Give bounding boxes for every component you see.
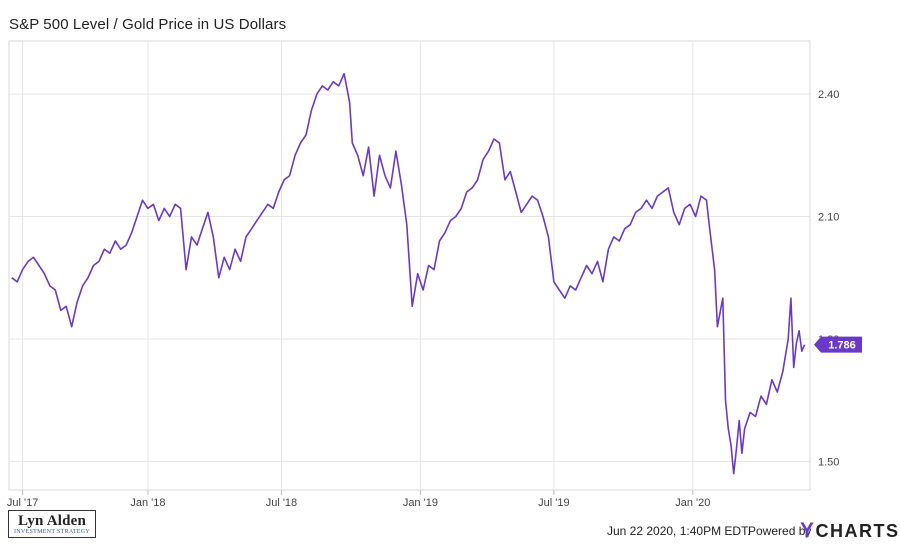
logo-subtitle: INVESTMENT STRATEGY [13, 529, 91, 535]
x-tick-label: Jul '18 [266, 497, 297, 509]
grid-layer [8, 40, 811, 491]
lyn-alden-logo: Lyn Alden INVESTMENT STRATEGY [8, 510, 96, 538]
x-tick-label: Jan '20 [675, 497, 710, 509]
x-tick-label: Jul '19 [538, 497, 569, 509]
ycharts-logo[interactable]: YCHARTS [800, 519, 900, 543]
y-tick-label: 1.50 [818, 456, 839, 468]
series-line [11, 72, 806, 475]
last-value-label: 1.786 [828, 340, 856, 352]
y-tick-label: 2.40 [818, 89, 839, 101]
ycharts-wordmark: CHARTS [815, 521, 900, 541]
plot-frame [8, 40, 811, 491]
y-tick-label: 2.10 [818, 212, 839, 224]
x-tick-label: Jan '19 [403, 497, 438, 509]
x-tick-label: Jan '18 [130, 497, 165, 509]
ycharts-y-mark: Y [800, 519, 816, 542]
footer-powered-by: Powered by [748, 524, 812, 538]
logo-name: Lyn Alden [17, 513, 87, 529]
footer-timestamp: Jun 22 2020, 1:40PM EDT. [607, 524, 751, 538]
x-tick-label: Jul '17 [7, 497, 38, 509]
chart-title: S&P 500 Level / Gold Price in US Dollars [9, 16, 287, 33]
series-layer [11, 72, 806, 475]
label-layer: 1.786 [814, 336, 862, 353]
last-value-badge [814, 336, 862, 353]
